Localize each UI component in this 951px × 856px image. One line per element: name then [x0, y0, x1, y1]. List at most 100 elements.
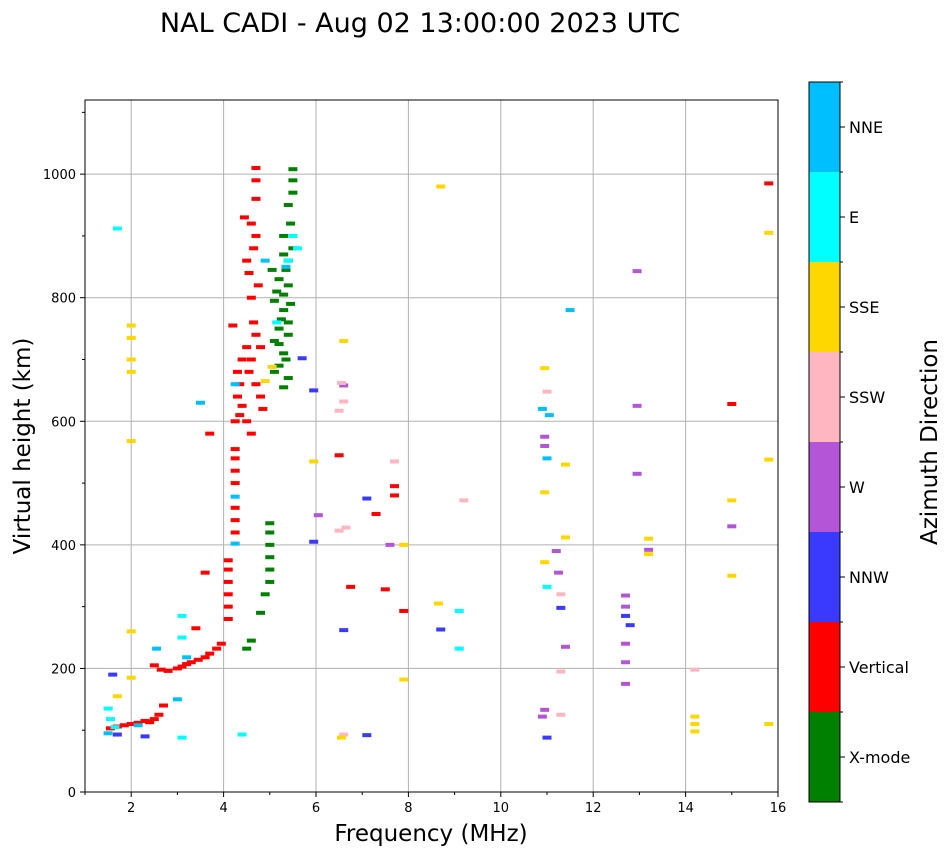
data-point — [112, 694, 122, 699]
data-point — [556, 605, 566, 610]
data-point — [269, 369, 279, 374]
x-tick-label: 16 — [770, 801, 787, 816]
data-point — [279, 308, 289, 313]
data-point — [230, 382, 240, 387]
data-point — [145, 720, 155, 725]
data-point — [537, 714, 547, 719]
plot-frame — [84, 99, 779, 793]
data-point — [223, 592, 233, 597]
data-point — [272, 320, 282, 325]
data-point — [283, 320, 293, 325]
data-point — [339, 383, 349, 388]
data-point — [196, 400, 205, 405]
data-point — [265, 579, 275, 584]
data-point — [764, 230, 774, 235]
data-point — [279, 252, 289, 257]
colorbar-swatch — [809, 262, 840, 352]
data-point — [436, 627, 446, 632]
colorbar-swatch — [809, 352, 840, 442]
data-point — [542, 735, 552, 740]
data-point — [362, 496, 372, 501]
series-nne — [103, 258, 575, 736]
data-point — [267, 267, 277, 272]
data-point — [133, 720, 143, 725]
data-point — [177, 664, 187, 669]
y-tick-label: 200 — [51, 662, 76, 677]
data-point — [242, 646, 252, 651]
data-point — [223, 579, 233, 584]
data-point — [690, 714, 700, 719]
data-point — [283, 283, 293, 288]
data-point — [283, 332, 293, 337]
data-point — [269, 298, 279, 303]
data-point — [380, 587, 390, 592]
data-point — [182, 662, 192, 667]
data-point — [644, 536, 654, 541]
data-point — [230, 456, 240, 461]
data-point — [542, 584, 552, 589]
data-point — [228, 323, 238, 328]
data-point — [288, 246, 298, 251]
data-point — [244, 369, 254, 374]
data-point — [690, 729, 700, 734]
data-point — [274, 342, 284, 347]
data-point — [632, 403, 642, 408]
data-point — [269, 338, 279, 343]
data-point — [126, 629, 136, 634]
data-point — [727, 401, 737, 406]
data-point — [112, 732, 122, 737]
data-point — [554, 570, 564, 575]
data-point — [265, 521, 275, 526]
data-point — [126, 369, 136, 374]
data-point — [390, 484, 400, 489]
data-point — [251, 165, 261, 170]
data-point — [560, 644, 570, 649]
data-point — [103, 731, 113, 736]
data-point — [239, 215, 249, 220]
chart-title: NAL CADI - Aug 02 13:00:00 2023 UTC — [160, 8, 680, 39]
data-point — [256, 345, 266, 350]
data-point — [156, 667, 166, 672]
data-point — [223, 558, 233, 563]
data-point — [540, 490, 550, 495]
data-point — [265, 567, 275, 572]
data-point — [154, 712, 164, 717]
data-point — [764, 181, 774, 186]
colorbar-tick-label: SSE — [849, 298, 879, 317]
data-point — [288, 178, 298, 183]
data-point — [242, 345, 252, 350]
data-point — [205, 431, 215, 436]
series-sse — [112, 184, 774, 740]
data-point — [112, 226, 122, 231]
data-point — [126, 323, 136, 328]
data-point — [309, 388, 319, 393]
data-point — [274, 326, 284, 331]
data-point — [223, 604, 233, 609]
data-point — [288, 167, 298, 172]
data-point — [200, 570, 210, 575]
data-point — [339, 399, 349, 404]
data-point — [230, 518, 240, 523]
data-point — [246, 431, 256, 436]
data-point — [237, 357, 247, 362]
data-point — [237, 403, 247, 408]
data-point — [260, 592, 270, 597]
data-point — [433, 601, 443, 606]
colorbar-tick-label: SSW — [849, 388, 885, 407]
data-point — [540, 444, 550, 448]
data-point — [230, 541, 240, 546]
data-point — [288, 233, 298, 238]
data-point — [244, 271, 254, 275]
data-point — [246, 357, 256, 362]
data-point — [279, 292, 289, 297]
data-point — [362, 733, 372, 738]
data-point — [454, 608, 464, 613]
data-point — [556, 669, 566, 674]
data-point — [309, 539, 319, 544]
data-point — [371, 511, 381, 516]
data-point — [621, 641, 631, 646]
y-tick-label: 1000 — [43, 168, 76, 183]
data-point — [267, 364, 277, 369]
data-point — [339, 628, 349, 633]
